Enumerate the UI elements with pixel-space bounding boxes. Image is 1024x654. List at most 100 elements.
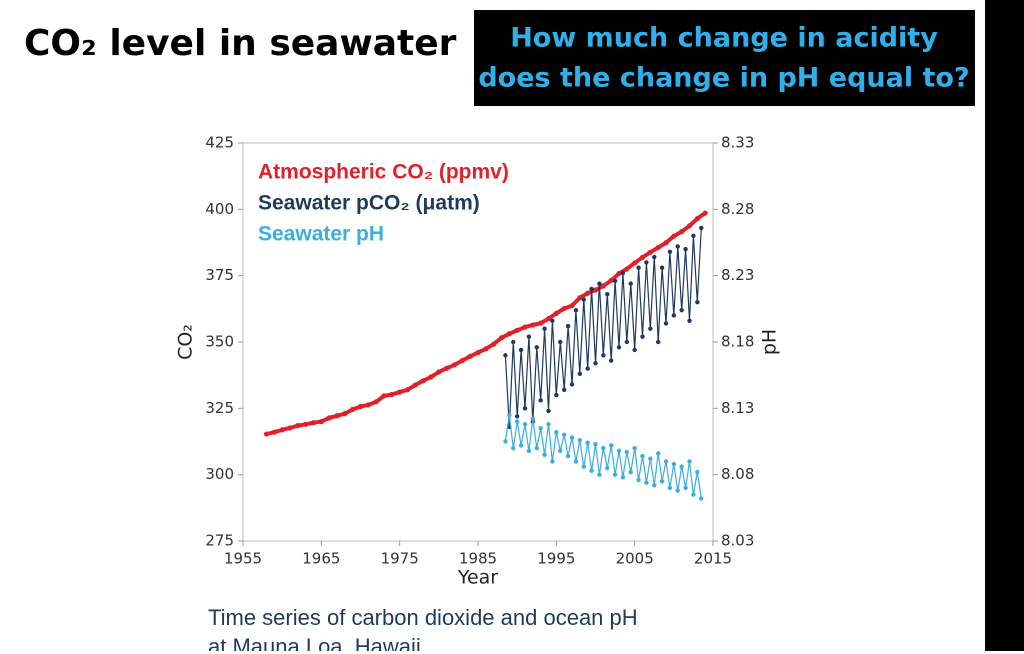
data-point [671,461,677,467]
x-tick-label: 2005 [616,550,654,568]
data-point [663,240,669,246]
data-point [569,382,575,387]
data-point [636,477,641,483]
data-point [699,225,704,231]
data-point [569,435,575,440]
data-point [597,281,602,286]
data-point [546,422,551,427]
data-point [589,286,594,292]
x-tick-label: 1955 [224,550,262,568]
data-point [342,411,348,417]
data-point [511,445,516,451]
data-point [616,270,622,277]
data-point [585,290,591,296]
data-point [483,346,489,352]
data-point [397,389,403,395]
x-tick-label: 2015 [694,550,732,568]
data-point [561,387,567,392]
data-point [608,443,614,448]
data-point [326,415,332,421]
x-tick-label: 1965 [302,550,340,568]
data-point [608,277,614,284]
data-point [636,265,641,270]
data-point [640,334,645,339]
y-axis-label: CO₂ [175,324,197,360]
y-tick-label: 375 [205,266,234,284]
data-point [522,406,528,411]
data-point [605,465,610,471]
data-point [687,459,692,464]
data-point [498,335,505,341]
data-point [695,469,700,475]
data-point [554,430,559,435]
data-point [691,233,696,239]
data-point [503,439,508,444]
data-point [550,459,555,464]
data-point [608,358,614,363]
data-point [573,307,579,313]
y-tick-label: 275 [205,532,234,550]
series-line [266,211,707,437]
data-point [592,287,599,293]
data-point [538,320,544,326]
data-point [420,378,426,384]
data-point [538,426,543,431]
data-point [581,297,586,302]
data-point [561,432,567,438]
data-point [624,449,630,455]
y2-axis-label: pH [759,329,781,355]
data-point [601,353,606,358]
data-point [534,445,539,451]
data-point [318,419,324,425]
data-point [573,459,579,464]
data-point [632,347,637,353]
data-point [389,391,395,398]
data-point [612,472,618,477]
x-axis-label: Year [457,567,498,589]
data-point [585,366,590,371]
data-point [695,300,700,305]
data-point [597,472,602,477]
x-tick-label: 1975 [381,550,419,568]
data-point [295,422,301,429]
data-point [553,310,559,316]
y-tick-label: 350 [205,333,234,351]
data-point [518,347,524,353]
data-point [659,265,665,270]
data-point [675,488,680,493]
data-point [702,210,708,216]
y-tick-label: 400 [205,200,234,218]
data-point [644,260,649,265]
data-point [628,469,633,475]
question-box [474,10,975,106]
data-point [365,402,371,408]
data-point [404,387,411,393]
data-point [538,398,543,403]
data-point [639,254,646,260]
data-point [558,339,563,345]
y2-tick-label: 8.03 [721,532,754,550]
data-point [628,281,633,286]
data-point [577,371,583,377]
y2-tick-label: 8.08 [721,465,754,483]
y2-tick-label: 8.23 [721,266,754,284]
data-point [526,448,532,453]
data-point [655,451,661,456]
data-point [667,249,673,254]
data-point [593,441,598,447]
data-point [554,392,559,398]
data-point [647,249,653,255]
data-point [605,292,610,297]
data-point [679,229,685,235]
y2-tick-label: 8.28 [721,200,754,218]
data-point [310,420,317,426]
data-point [644,480,649,485]
data-point [546,408,551,414]
data-point [620,475,626,480]
data-point [451,362,458,368]
data-point [585,440,590,446]
data-point [577,437,583,443]
y-tick-label: 325 [205,399,234,417]
data-point [694,216,700,222]
